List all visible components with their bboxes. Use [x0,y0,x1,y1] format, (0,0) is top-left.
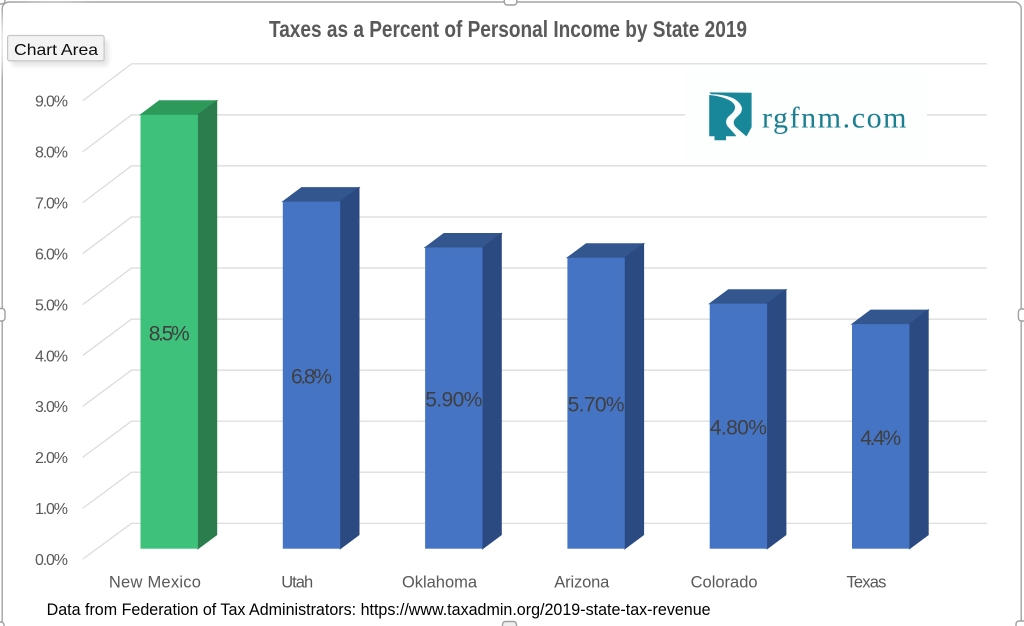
svg-text:3.0%: 3.0% [35,399,68,416]
svg-text:9.0%: 9.0% [35,94,68,111]
svg-text:0.0%: 0.0% [35,552,68,569]
svg-text:Chart Area: Chart Area [14,42,98,59]
svg-text:5.70%: 5.70% [568,394,625,417]
svg-text:4.80%: 4.80% [710,417,767,440]
svg-text:2.0%: 2.0% [35,450,68,467]
svg-text:1.0%: 1.0% [35,501,68,518]
svg-text:6.8%: 6.8% [291,366,332,389]
svg-text:Texas: Texas [846,574,886,592]
svg-text:New Mexico: New Mexico [109,574,201,592]
svg-text:7.0%: 7.0% [35,196,68,213]
svg-text:8.0%: 8.0% [35,145,68,162]
svg-text:4.4%: 4.4% [860,427,901,450]
svg-text:5.90%: 5.90% [425,389,482,412]
svg-text:Utah: Utah [281,574,313,592]
svg-text:Oklahoma: Oklahoma [402,574,478,592]
svg-text:rgfnm.com: rgfnm.com [762,102,907,135]
svg-text:4.0%: 4.0% [35,348,68,365]
svg-text:Taxes as a Percent of Personal: Taxes as a Percent of Personal Income by… [269,16,747,42]
svg-text:6.0%: 6.0% [35,246,68,263]
svg-text:Arizona: Arizona [554,574,610,592]
svg-text:Data from Federation of Tax Ad: Data from Federation of Tax Administrato… [47,600,711,619]
svg-text:8.5%: 8.5% [149,322,190,345]
svg-text:5.0%: 5.0% [35,297,68,314]
svg-text:Colorado: Colorado [691,574,758,592]
